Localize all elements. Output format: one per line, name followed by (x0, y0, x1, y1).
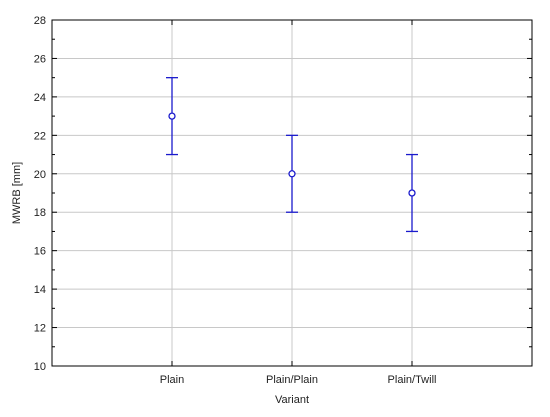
series-layer (166, 77, 418, 233)
y-tick-label: 16 (34, 246, 46, 258)
x-axis-title: Variant (275, 394, 309, 406)
error-bar-point (166, 77, 178, 156)
y-tick-label: 20 (34, 169, 46, 181)
y-axis: 10 12 14 16 18 20 22 24 26 28 (34, 15, 532, 373)
y-axis-title: MWRB [mm] (11, 162, 23, 224)
mean-marker (288, 170, 296, 178)
y-tick-label: 10 (34, 361, 46, 373)
y-tick-label: 14 (34, 284, 46, 296)
error-bar-point (286, 134, 298, 213)
mean-marker (408, 189, 416, 197)
y-tick-label: 18 (34, 207, 46, 219)
y-tick-label: 22 (34, 130, 46, 142)
error-bar-point (406, 153, 418, 233)
x-tick-label: Plain/Twill (388, 374, 437, 386)
y-tick-label: 28 (34, 15, 46, 27)
y-tick-label: 26 (34, 53, 46, 65)
x-tick-label: Plain/Plain (266, 374, 318, 386)
y-tick-label: 24 (34, 92, 46, 104)
mean-marker (168, 112, 176, 120)
x-tick-label: Plain (160, 374, 184, 386)
y-tick-label: 12 (34, 323, 46, 335)
x-axis: Plain Plain/Plain Plain/Twill (160, 20, 437, 386)
